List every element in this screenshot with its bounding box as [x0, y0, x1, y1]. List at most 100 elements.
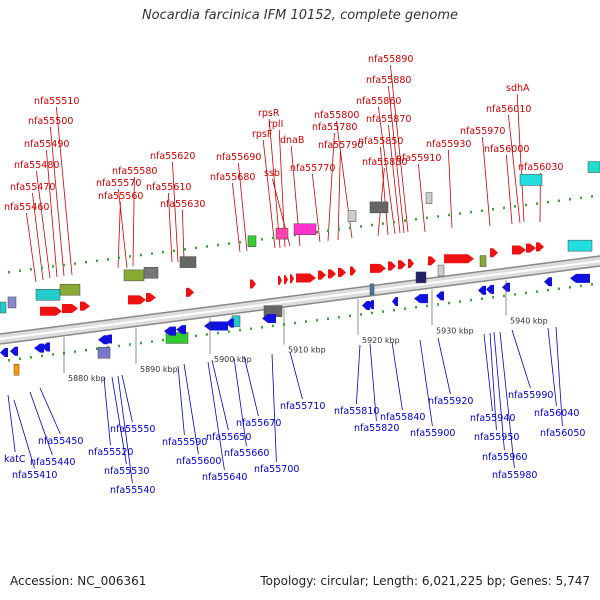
feature-block [369, 283, 375, 296]
lower-tick [129, 343, 131, 346]
bottom-label-leader-line [207, 361, 225, 471]
top-label-leader-line [172, 161, 179, 263]
upper-tick [217, 243, 219, 247]
upper-tick [140, 253, 142, 257]
upper-tick [459, 212, 461, 215]
reverse-gene-arrow [98, 335, 108, 345]
accession-text: Accession: NC_006361 [10, 574, 147, 588]
top-label-leader-line [182, 209, 185, 261]
top-gene-label: nfa55850 [358, 136, 403, 147]
lower-tick [118, 344, 120, 348]
bottom-label-leader-line [511, 329, 531, 389]
bottom-label-leader-line [489, 332, 497, 431]
top-label-leader-line [312, 173, 321, 243]
feature-blocks [0, 161, 600, 376]
top-gene-label: nfa55970 [460, 126, 505, 137]
upper-tick [184, 248, 186, 251]
feature-block [519, 174, 543, 186]
feature-block [347, 210, 357, 223]
lower-tick [448, 301, 450, 305]
feature-block [425, 192, 433, 204]
top-gene-label: sdhA [506, 83, 530, 94]
top-label-leader-line [168, 192, 173, 263]
feature-block [35, 289, 61, 301]
lower-tick [514, 293, 516, 296]
bottom-gene-label: nfa55700 [254, 464, 299, 475]
forward-gene-arrow [512, 245, 526, 255]
reverse-gene-arrow [104, 334, 112, 344]
kbp-scale: 5880 kbp 5890 kbp 5900 kbp 5910 kbp 5920 kbp… [63, 279, 548, 383]
reverse-gene-arrow [486, 284, 494, 294]
upper-tick [591, 195, 593, 198]
feature-block [275, 227, 289, 240]
top-label-leader-line [278, 129, 286, 248]
feature-block [587, 161, 600, 173]
forward-gene-arrow [40, 306, 62, 316]
bottom-gene-label: nfa55820 [354, 423, 399, 434]
feature-block [247, 235, 257, 248]
upper-tick [404, 219, 406, 222]
upper-tick [558, 199, 560, 202]
forward-gene-arrow [318, 270, 326, 280]
top-gene-label: nfa55570 [96, 178, 141, 189]
upper-tick [129, 255, 131, 258]
upper-tick [569, 198, 571, 201]
top-label-leader-line [388, 124, 401, 234]
forward-gene-arrow [350, 266, 356, 276]
upper-tick [393, 220, 395, 224]
top-label-leader-line [508, 114, 521, 224]
bottom-gene-label: nfa55650 [206, 432, 251, 443]
scale-label: 5910 kbp [288, 346, 326, 355]
upper-tick [19, 269, 21, 273]
lower-tick [228, 330, 230, 333]
upper-tick [547, 200, 549, 204]
top-gene-label: nfa55560 [98, 191, 143, 202]
top-label-leader-line [388, 85, 405, 234]
bottom-label-leader-line [111, 376, 127, 465]
bottom-gene-label: nfa55840 [380, 412, 425, 423]
top-gene-label: rpsR [258, 108, 280, 119]
scale-label: 5930 kbp [436, 326, 474, 335]
feature-block [123, 269, 145, 282]
lower-tick [525, 291, 527, 295]
map-title: Nocardia farcinica IFM 10152, complete g… [141, 8, 459, 23]
scale-label: 5940 kbp [510, 317, 548, 326]
upper-tick [41, 266, 43, 270]
reverse-gene-arrow [204, 321, 228, 331]
bottom-label-leader-line [391, 341, 403, 411]
feature-block [479, 255, 487, 267]
bottom-label-leader-line [369, 343, 377, 422]
bottom-gene-label: nfa55440 [30, 457, 75, 468]
feature-block [567, 239, 593, 252]
upper-tick [514, 205, 516, 208]
upper-tick [239, 240, 241, 244]
bottom-label-leader-line [555, 326, 563, 427]
top-label-leader-line [516, 93, 525, 223]
lower-tick [470, 298, 472, 302]
feature-block [0, 301, 7, 314]
upper-tick [96, 259, 98, 263]
top-label-leader-line [50, 126, 65, 277]
bottom-gene-label: nfa55960 [482, 452, 527, 463]
bottom-gene-label: nfa55900 [410, 428, 455, 439]
top-gene-label: nfa55460 [4, 202, 49, 213]
top-gene-label: ssb [264, 168, 280, 179]
reverse-gene-arrow [42, 342, 50, 352]
lower-tick [19, 357, 21, 361]
top-label-leader-line [56, 106, 73, 276]
top-label-leader-line [46, 149, 58, 278]
upper-tick [173, 249, 175, 253]
bottom-gene-label: nfa56050 [540, 428, 585, 439]
top-gene-label: nfa55490 [24, 139, 69, 150]
upper-tick [415, 218, 417, 221]
lower-tick [338, 316, 340, 319]
reverse-gene-arrow [176, 325, 186, 335]
upper-tick [228, 242, 230, 245]
upper-tick [349, 226, 351, 230]
feature-block [369, 201, 389, 214]
lower-tick [503, 294, 505, 298]
top-label-leader-line [418, 163, 426, 233]
feature-block [179, 256, 197, 268]
lower-tick [74, 350, 76, 353]
forward-gene-arrow [128, 295, 146, 305]
